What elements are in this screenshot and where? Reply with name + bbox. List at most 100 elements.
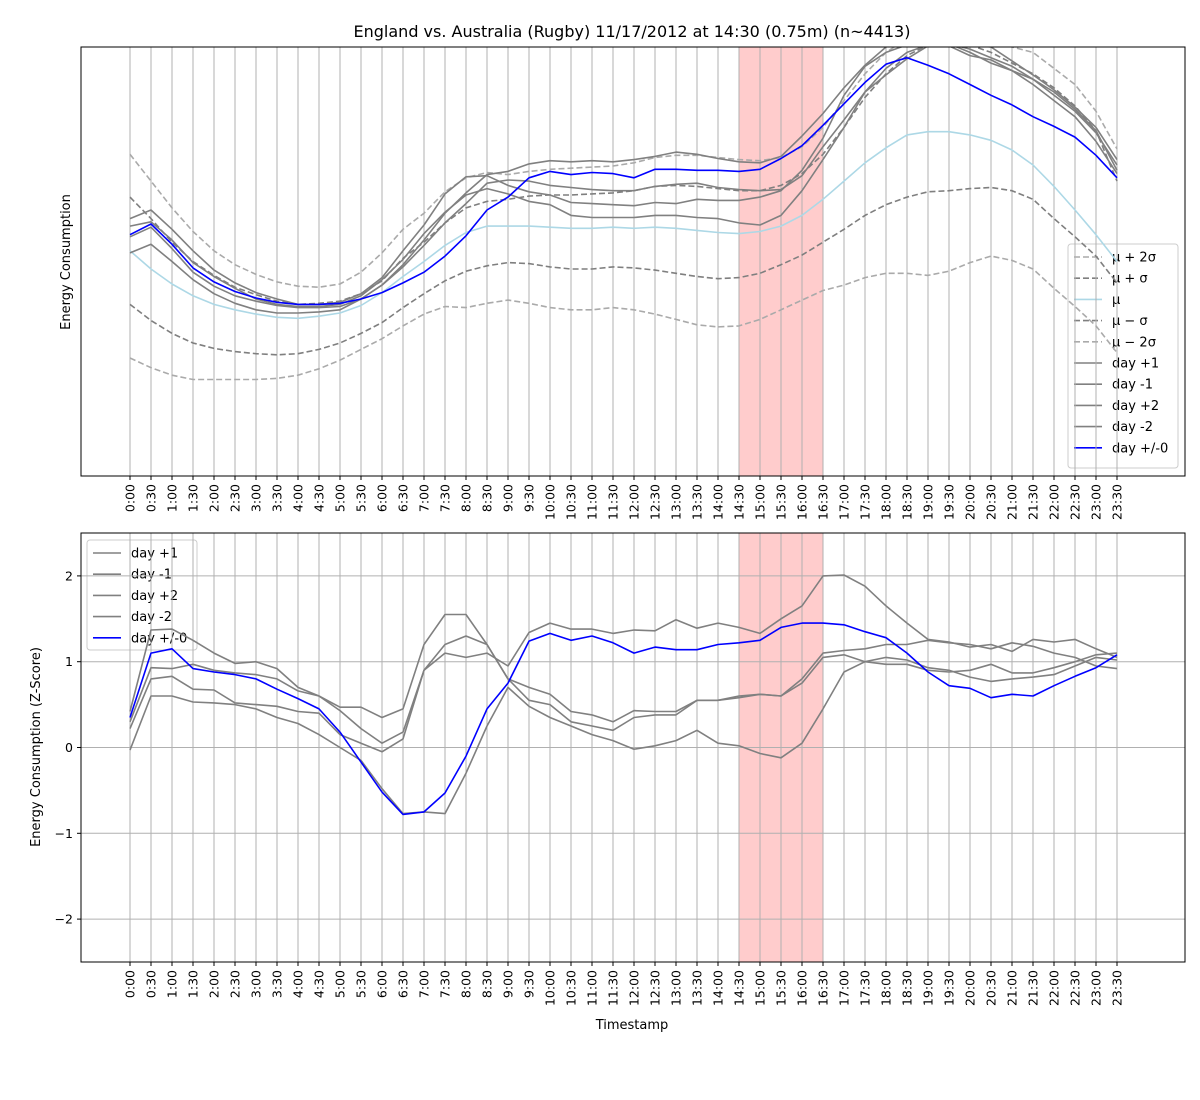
series-line-day-2 — [129, 656, 1118, 815]
x-tick-label: 21:30 — [1026, 484, 1041, 520]
x-tick-label: 14:00 — [711, 970, 726, 1006]
x-tick-label: 18:00 — [879, 970, 894, 1006]
x-tick-label: 17:30 — [858, 484, 873, 520]
plot-area — [81, 533, 1185, 962]
x-tick-label: 23:00 — [1089, 970, 1104, 1006]
plot-area — [129, 47, 1118, 476]
x-tick-label: 18:30 — [900, 970, 915, 1006]
x-tick-label: 20:00 — [963, 970, 978, 1006]
x-tick-label: 2:30 — [228, 484, 243, 512]
legend-label: day -2 — [1112, 420, 1153, 435]
series-line- — [129, 186, 1118, 356]
x-tick-label: 15:00 — [753, 970, 768, 1006]
x-tick-label: 4:30 — [312, 484, 327, 512]
x-tick-label: 8:00 — [459, 970, 474, 998]
x-tick-label: 10:00 — [543, 484, 558, 520]
x-tick-label: 12:00 — [627, 484, 642, 520]
series-line-day-1 — [129, 47, 1118, 314]
x-tick-label: 23:30 — [1110, 970, 1125, 1006]
x-tick-label: 1:30 — [186, 484, 201, 512]
y-tick-label: 1 — [65, 654, 73, 669]
x-tick-label: 21:00 — [1005, 970, 1020, 1006]
axes-frame — [80, 46, 1186, 477]
x-tick-label: 6:00 — [375, 484, 390, 512]
x-tick-label: 15:30 — [774, 970, 789, 1006]
x-tick-label: 16:30 — [816, 484, 831, 520]
series-line-2 — [129, 47, 1118, 289]
x-tick-label: 19:00 — [921, 484, 936, 520]
legend-item: day +/-0 — [93, 631, 187, 646]
legend-item: day +2 — [1074, 399, 1159, 414]
x-tick-label: 1:00 — [165, 484, 180, 512]
x-tick-label: 0:30 — [144, 970, 159, 998]
x-tick-label: 22:30 — [1068, 970, 1083, 1006]
legend: μ + 2σ μ + σ μ μ − σ μ − 2σ day +1 day -1 day +… — [1067, 243, 1179, 469]
legend-label: μ − σ — [1112, 314, 1148, 329]
x-tick-label: 4:00 — [291, 970, 306, 998]
x-tick-label: 16:30 — [816, 970, 831, 1006]
x-tick-label: 10:30 — [564, 970, 579, 1006]
legend-frame — [86, 539, 198, 651]
series-line- — [129, 130, 1118, 320]
x-tick-label: 5:00 — [333, 970, 348, 998]
x-tick-label: 22:00 — [1047, 484, 1062, 520]
x-tick-label: 4:30 — [312, 970, 327, 998]
x-tick-label: 19:30 — [942, 970, 957, 1006]
x-tick-label: 4:00 — [291, 484, 306, 512]
x-tick-label: 14:00 — [711, 484, 726, 520]
series-line-day-1 — [129, 574, 1118, 745]
x-tick-label: 15:00 — [753, 484, 768, 520]
y-tick-label: −1 — [55, 826, 73, 841]
x-tick-label: 15:30 — [774, 484, 789, 520]
x-tick-label: 3:30 — [270, 970, 285, 998]
x-tick-label: 11:00 — [585, 484, 600, 520]
x-tick-label: 13:00 — [669, 484, 684, 520]
x-tick-label: 9:00 — [501, 484, 516, 512]
x-tick-label: 18:00 — [879, 484, 894, 520]
x-tick-label: 1:00 — [165, 970, 180, 998]
legend-item: day -1 — [1074, 378, 1153, 393]
x-tick-label: 7:30 — [438, 484, 453, 512]
x-tick-label: 2:00 — [207, 970, 222, 998]
x-tick-label: 2:00 — [207, 484, 222, 512]
x-tick-label: 11:00 — [585, 970, 600, 1006]
x-tick-label: 0:00 — [123, 970, 138, 998]
x-tick-label: 8:30 — [480, 484, 495, 512]
x-tick-label: 6:30 — [396, 484, 411, 512]
x-tick-label: 13:00 — [669, 970, 684, 1006]
series-line-day-0 — [129, 56, 1118, 306]
legend-label: μ − 2σ — [1112, 335, 1156, 350]
y-tick-label: −2 — [55, 912, 73, 927]
legend-item: day +1 — [1074, 357, 1159, 372]
legend-label: day +/-0 — [131, 631, 187, 646]
x-tick-label: 13:30 — [690, 970, 705, 1006]
x-tick-label: 13:30 — [690, 484, 705, 520]
x-tick-label: 0:30 — [144, 484, 159, 512]
energy-consumption-panel: Energy Consumption μ + 2σ μ + σ μ μ − σ μ − … — [59, 46, 1186, 520]
x-tick-label: 12:30 — [648, 970, 663, 1006]
x-tick-label: 14:30 — [732, 484, 747, 520]
x-tick-label: 5:30 — [354, 970, 369, 998]
x-tick-label: 8:00 — [459, 484, 474, 512]
legend-label: day +2 — [131, 589, 178, 604]
x-tick-label: 12:30 — [648, 484, 663, 520]
legend-item: μ − σ — [1074, 314, 1148, 329]
series-line-day-2 — [129, 47, 1118, 308]
x-tick-label: 20:30 — [984, 484, 999, 520]
x-tick-label: 1:30 — [186, 970, 201, 998]
chart-title: England vs. Australia (Rugby) 11/17/2012… — [354, 22, 911, 41]
y-axis-label: Energy Consumption (Z-Score) — [29, 647, 44, 847]
x-tick-label: 20:30 — [984, 970, 999, 1006]
legend-label: μ — [1112, 293, 1120, 308]
x-tick-label: 19:30 — [942, 484, 957, 520]
x-tick-label: 10:30 — [564, 484, 579, 520]
x-tick-label: 22:00 — [1047, 970, 1062, 1006]
legend-label: day +2 — [1112, 399, 1159, 414]
z-score-panel: Energy Consumption (Z-Score) Timestamp d… — [29, 532, 1186, 1033]
x-tick-label: 3:30 — [270, 484, 285, 512]
legend-item: day +/-0 — [1074, 441, 1168, 456]
x-tick-label: 23:00 — [1089, 484, 1104, 520]
x-tick-label: 22:30 — [1068, 484, 1083, 520]
x-tick-label: 17:30 — [858, 970, 873, 1006]
